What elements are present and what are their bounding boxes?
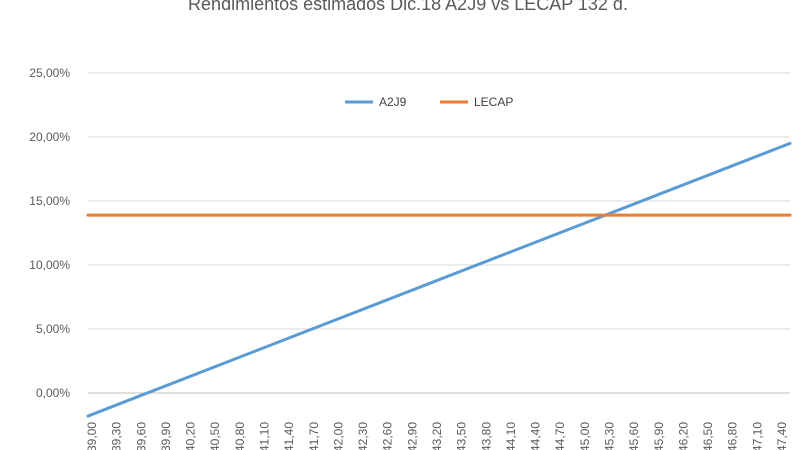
x-tick-label: 46,50 [701,422,715,450]
y-tick-label: 15,00% [29,194,70,208]
x-tick-label: 39,60 [134,422,148,450]
x-tick-label: 41,70 [307,422,321,450]
x-tick-label: 42,00 [331,422,345,450]
x-tick-label: 45,60 [627,422,641,450]
x-tick-label: 42,90 [405,422,419,450]
x-tick-label: 47,10 [750,422,764,450]
legend: A2J9 LECAP [345,95,513,109]
y-tick-label: 10,00% [29,258,70,272]
y-tick-label: 0,00% [36,386,70,400]
x-tick-label: 40,50 [208,422,222,450]
legend-label-lecap: LECAP [474,95,513,109]
y-tick-label: 5,00% [36,322,70,336]
x-tick-label: 44,40 [529,422,543,450]
x-tick-label: 45,90 [652,422,666,450]
legend-label-a2j9: A2J9 [379,95,407,109]
x-tick-label: 40,20 [184,422,198,450]
x-tick-label: 43,20 [430,422,444,450]
x-tick-label: 45,30 [603,422,617,450]
y-axis-ticks: 0,00% 5,00% 10,00% 15,00% 20,00% 25,00% [29,66,70,400]
grid-lines [88,72,790,394]
x-tick-label: 41,10 [258,422,272,450]
x-tick-label: 41,40 [282,422,296,450]
y-tick-label: 20,00% [29,130,70,144]
x-tick-label: 42,30 [356,422,370,450]
series-line-a2j9 [86,141,792,418]
x-tick-label: 39,90 [159,422,173,450]
x-tick-label: 45,00 [578,422,592,450]
x-tick-label: 40,80 [233,422,247,450]
x-tick-label: 46,80 [726,422,740,450]
x-tick-label: 44,10 [504,422,518,450]
y-tick-label: 25,00% [29,66,70,80]
x-tick-label: 46,20 [676,422,690,450]
series-layer [86,141,792,418]
x-tick-label: 43,50 [455,422,469,450]
chart-title: Rendimientos estimados Dic.18 A2J9 vs LE… [188,0,628,14]
x-axis-ticks: 39,00 39,30 39,60 39,90 40,20 40,50 40,80 41,10… [85,422,789,450]
x-tick-label: 47,40 [775,422,789,450]
x-tick-label: 42,60 [381,422,395,450]
x-tick-label: 43,80 [479,422,493,450]
x-tick-label: 44,70 [553,422,567,450]
x-tick-label: 39,30 [110,422,124,450]
x-tick-label: 39,00 [85,422,99,450]
